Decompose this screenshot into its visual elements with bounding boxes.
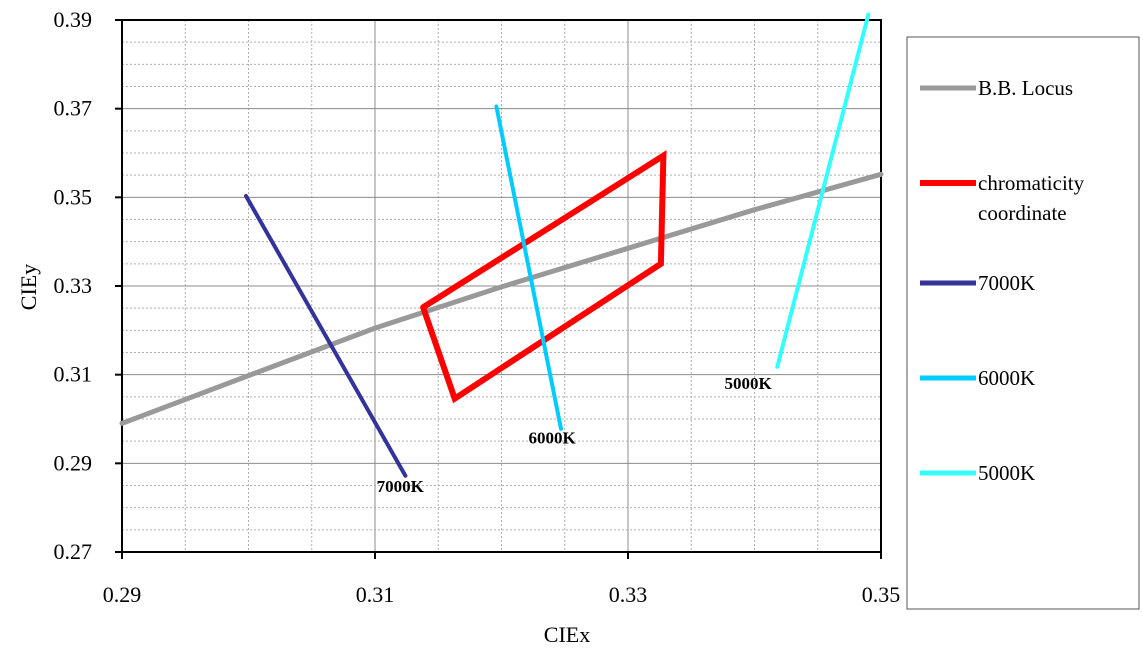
x-tick-label: 0.33 (609, 582, 648, 607)
y-tick-label: 0.39 (54, 7, 93, 32)
series-line-5000k (775, 12, 871, 369)
y-tick-label: 0.37 (54, 96, 93, 121)
y-tick-label: 0.29 (54, 450, 93, 475)
annotation-label: 7000K (377, 477, 425, 496)
legend-label: 7000K (978, 271, 1035, 295)
y-tick-label: 0.35 (54, 184, 93, 209)
x-tick-label: 0.29 (103, 582, 142, 607)
plot-series (119, 12, 884, 478)
tick-labels: 0.29 0.31 0.33 0.35 0.27 0.29 0.31 0.33 0.35 0.37… (54, 7, 901, 607)
legend-label: 6000K (978, 366, 1035, 390)
annotations: 7000K 6000K 5000K (377, 374, 773, 496)
axes (115, 19, 882, 559)
series-line-6000k (494, 104, 563, 431)
legend-box (906, 36, 1140, 610)
x-tick-label: 0.35 (862, 582, 901, 607)
series-line-b-b-locus (119, 171, 884, 426)
x-axis-title: CIEx (544, 622, 590, 645)
legend-label: chromaticity (978, 171, 1085, 195)
legend-label: B.B. Locus (978, 76, 1073, 100)
legend-label: 5000K (978, 461, 1035, 485)
y-tick-label: 0.31 (54, 362, 93, 387)
series-line-7000k (244, 194, 408, 478)
y-axis-title: CIEy (16, 264, 41, 310)
series-line-chromaticity-coordinate (420, 150, 667, 404)
annotation-label: 5000K (725, 374, 773, 393)
x-tick-label: 0.31 (356, 582, 395, 607)
legend: B.B. Locus chromaticity coordinate 7000K 600… (906, 36, 1140, 610)
legend-label: coordinate (978, 201, 1067, 225)
y-tick-label: 0.27 (54, 539, 93, 564)
annotation-label: 6000K (528, 428, 576, 447)
y-tick-label: 0.33 (54, 273, 93, 298)
